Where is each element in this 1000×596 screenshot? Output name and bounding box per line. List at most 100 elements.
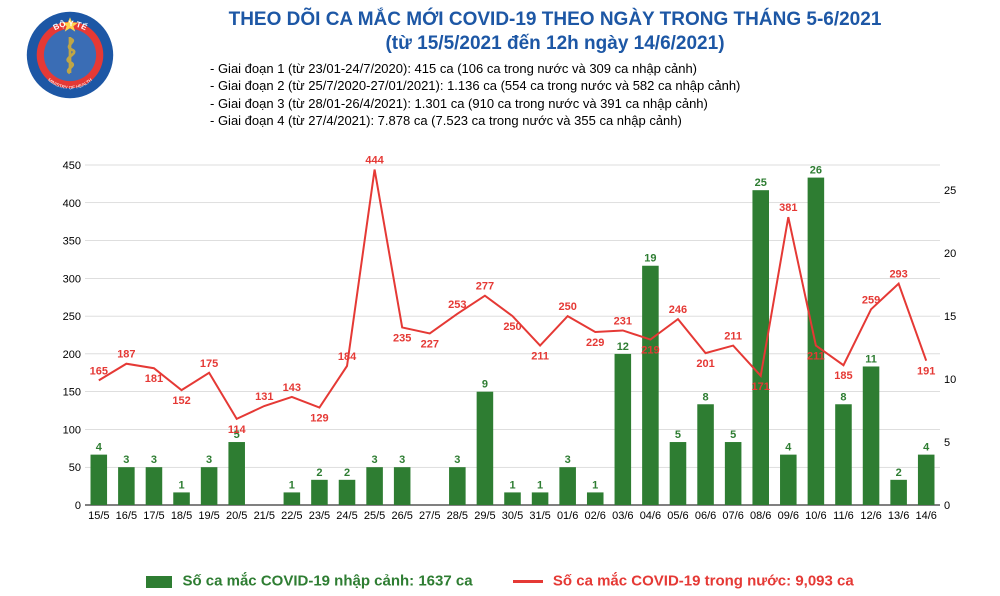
- svg-text:0: 0: [75, 500, 81, 512]
- svg-text:08/6: 08/6: [750, 510, 771, 522]
- svg-text:211: 211: [807, 351, 825, 363]
- svg-text:114: 114: [228, 424, 247, 436]
- title-line-2: (từ 15/5/2021 đến 12h ngày 14/6/2021): [130, 32, 980, 56]
- svg-text:20/5: 20/5: [226, 510, 247, 522]
- svg-text:23/5: 23/5: [309, 510, 330, 522]
- svg-text:100: 100: [63, 424, 81, 436]
- svg-text:12/6: 12/6: [860, 510, 881, 522]
- svg-text:5: 5: [944, 437, 950, 449]
- summary-line: - Giai đoạn 2 (từ 25/7/2020-27/01/2021):…: [210, 77, 980, 95]
- svg-text:14/6: 14/6: [915, 510, 936, 522]
- svg-text:227: 227: [421, 338, 439, 350]
- svg-text:21/5: 21/5: [254, 510, 275, 522]
- svg-text:01/6: 01/6: [557, 510, 578, 522]
- svg-text:09/6: 09/6: [778, 510, 799, 522]
- svg-text:25/5: 25/5: [364, 510, 385, 522]
- svg-text:03/6: 03/6: [612, 510, 633, 522]
- summary-lines: - Giai đoạn 1 (từ 23/01-24/7/2020): 415 …: [130, 60, 980, 130]
- svg-text:2: 2: [316, 467, 322, 479]
- svg-text:04/6: 04/6: [640, 510, 661, 522]
- svg-text:259: 259: [862, 294, 880, 306]
- svg-text:277: 277: [476, 281, 494, 293]
- svg-text:350: 350: [63, 236, 81, 248]
- svg-text:25: 25: [755, 177, 767, 189]
- svg-text:25: 25: [944, 185, 956, 197]
- svg-text:450: 450: [63, 160, 81, 172]
- svg-text:381: 381: [779, 202, 797, 214]
- svg-text:129: 129: [310, 413, 328, 425]
- svg-text:1: 1: [289, 479, 295, 491]
- svg-text:4: 4: [923, 442, 930, 454]
- svg-text:1: 1: [537, 479, 543, 491]
- svg-text:11/6: 11/6: [833, 510, 854, 522]
- svg-text:211: 211: [724, 331, 742, 343]
- title-block: THEO DÕI CA MẮC MỚI COVID-19 THEO NGÀY T…: [130, 8, 980, 130]
- svg-text:20: 20: [944, 248, 956, 260]
- svg-text:3: 3: [565, 454, 571, 466]
- svg-text:143: 143: [283, 382, 301, 394]
- svg-text:235: 235: [393, 332, 411, 344]
- svg-text:27/5: 27/5: [419, 510, 440, 522]
- svg-text:1: 1: [592, 479, 598, 491]
- svg-text:30/5: 30/5: [502, 510, 523, 522]
- svg-text:150: 150: [63, 387, 81, 399]
- svg-text:15: 15: [944, 311, 956, 323]
- bar-swatch-icon: [146, 576, 172, 588]
- svg-text:201: 201: [696, 358, 714, 370]
- svg-text:3: 3: [206, 454, 212, 466]
- svg-text:10: 10: [944, 374, 956, 386]
- svg-text:10/6: 10/6: [805, 510, 826, 522]
- svg-text:17/5: 17/5: [143, 510, 164, 522]
- legend-line: Số ca mắc COVID-19 trong nước: 9,093 ca: [513, 572, 854, 590]
- svg-text:2: 2: [896, 467, 902, 479]
- svg-text:31/5: 31/5: [529, 510, 550, 522]
- svg-text:3: 3: [372, 454, 378, 466]
- svg-text:06/6: 06/6: [695, 510, 716, 522]
- svg-text:165: 165: [90, 365, 108, 377]
- covid-chart: 0501001502002503003504004500510152025415…: [55, 155, 970, 535]
- svg-text:29/5: 29/5: [474, 510, 495, 522]
- svg-text:5: 5: [730, 429, 736, 441]
- svg-text:11: 11: [865, 353, 877, 365]
- summary-line: - Giai đoạn 3 (từ 28/01-26/4/2021): 1.30…: [210, 95, 980, 113]
- legend-bar: Số ca mắc COVID-19 nhập cảnh: 1637 ca: [146, 572, 472, 590]
- page: BỘ Y TẾ MINISTRY OF HEALTH THEO DÕI CA M…: [0, 0, 1000, 596]
- title-line-1: THEO DÕI CA MẮC MỚI COVID-19 THEO NGÀY T…: [130, 8, 980, 32]
- summary-line: - Giai đoạn 1 (từ 23/01-24/7/2020): 415 …: [210, 60, 980, 78]
- svg-text:250: 250: [63, 311, 81, 323]
- svg-text:253: 253: [448, 299, 466, 311]
- svg-text:185: 185: [834, 370, 852, 382]
- svg-text:07/6: 07/6: [722, 510, 743, 522]
- svg-text:15/5: 15/5: [88, 510, 109, 522]
- svg-text:8: 8: [703, 391, 709, 403]
- legend: Số ca mắc COVID-19 nhập cảnh: 1637 ca Số…: [0, 572, 1000, 590]
- svg-text:05/6: 05/6: [667, 510, 688, 522]
- svg-text:229: 229: [586, 337, 604, 349]
- svg-text:3: 3: [123, 454, 129, 466]
- svg-text:171: 171: [752, 381, 770, 393]
- ministry-logo: BỘ Y TẾ MINISTRY OF HEALTH: [25, 10, 115, 100]
- line-swatch-icon: [513, 580, 543, 583]
- svg-text:5: 5: [675, 429, 681, 441]
- legend-line-label: Số ca mắc COVID-19 trong nước: 9,093 ca: [553, 573, 854, 590]
- svg-text:9: 9: [482, 379, 488, 391]
- svg-text:13/6: 13/6: [888, 510, 909, 522]
- svg-text:26: 26: [810, 165, 822, 177]
- svg-text:2: 2: [344, 467, 350, 479]
- svg-text:444: 444: [365, 155, 384, 167]
- svg-text:250: 250: [503, 321, 521, 333]
- svg-text:8: 8: [840, 391, 846, 403]
- svg-text:02/6: 02/6: [585, 510, 606, 522]
- svg-text:3: 3: [454, 454, 460, 466]
- svg-text:24/5: 24/5: [336, 510, 357, 522]
- summary-line: - Giai đoạn 4 (từ 27/4/2021): 7.878 ca (…: [210, 112, 980, 130]
- svg-text:16/5: 16/5: [116, 510, 137, 522]
- svg-text:187: 187: [117, 349, 135, 361]
- svg-text:184: 184: [338, 351, 357, 363]
- svg-text:0: 0: [944, 500, 950, 512]
- svg-text:19/5: 19/5: [198, 510, 219, 522]
- legend-bar-label: Số ca mắc COVID-19 nhập cảnh: 1637 ca: [182, 573, 472, 590]
- svg-text:300: 300: [63, 273, 81, 285]
- svg-text:175: 175: [200, 358, 218, 370]
- svg-text:181: 181: [145, 373, 163, 385]
